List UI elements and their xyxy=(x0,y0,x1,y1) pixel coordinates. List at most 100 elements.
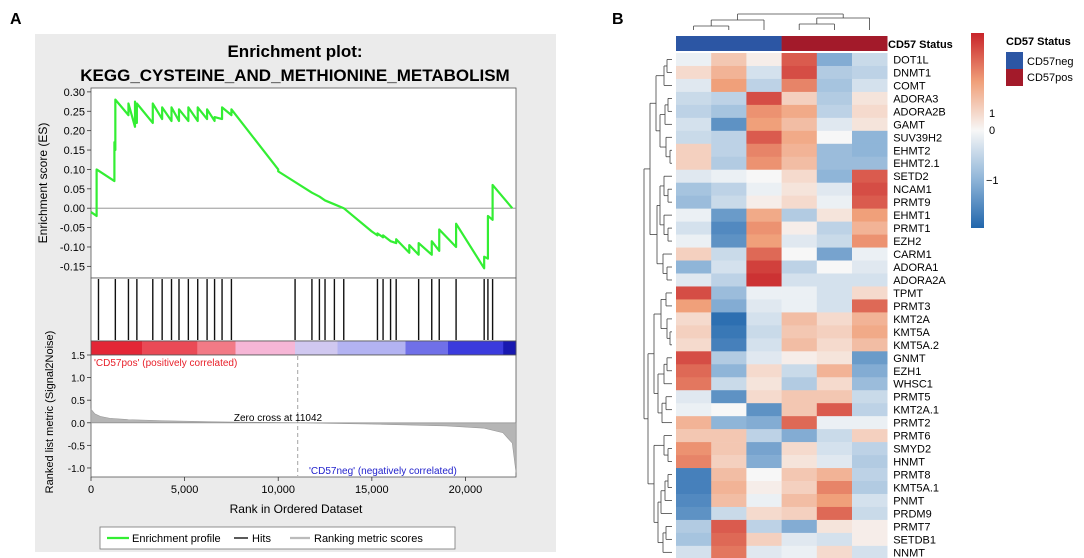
heatmap-cell xyxy=(746,351,782,365)
heatmap-cell xyxy=(781,390,818,404)
heatmap-cell xyxy=(816,156,853,171)
heatmap-cell xyxy=(746,78,782,93)
heatmap-cell xyxy=(711,429,747,443)
heatmap-cell xyxy=(746,156,782,171)
heatmap-cell xyxy=(676,442,712,456)
heatmap-cell xyxy=(781,545,818,558)
heatmap-cell xyxy=(676,208,712,222)
rank-x-tick-label: 20,000 xyxy=(449,484,483,496)
annotation-cell xyxy=(852,36,888,51)
heatmap-cell xyxy=(816,455,853,469)
heatmap-cell xyxy=(781,364,818,378)
heatmap-cell xyxy=(746,286,782,300)
heatmap-cell xyxy=(781,65,818,80)
cd57-legend-title: CD57 Status xyxy=(1006,36,1071,48)
heatmap-cell xyxy=(816,234,853,248)
heatmap-cell xyxy=(676,403,712,417)
heatmap-cell xyxy=(676,429,712,443)
heatmap-row-label: KMT5A.1 xyxy=(893,482,939,494)
ranking-color-segment xyxy=(91,341,143,355)
heatmap-cell xyxy=(781,234,818,248)
es-y-axis-label: Enrichment score (ES) xyxy=(36,123,50,244)
heatmap-cell xyxy=(816,545,853,558)
heatmap-cell xyxy=(746,299,782,313)
ranking-color-segment xyxy=(235,341,296,355)
heatmap-cell xyxy=(711,65,747,80)
heatmap-cell xyxy=(676,325,712,339)
heatmap-cell xyxy=(711,493,747,508)
heatmap-row-label: NCAM1 xyxy=(893,184,932,196)
heatmap-cell xyxy=(816,65,853,80)
heatmap-cell xyxy=(816,78,853,93)
heatmap-cell xyxy=(711,364,747,378)
heatmap-cell xyxy=(676,260,712,274)
heatmap-cell xyxy=(711,143,747,158)
heatmap-cell xyxy=(676,416,712,430)
heatmap-cell xyxy=(676,390,712,404)
rank-x-axis-label: Rank in Ordered Dataset xyxy=(230,502,363,516)
heatmap-cell xyxy=(852,338,888,352)
heatmap-cell xyxy=(852,519,888,534)
heatmap-row-label: PRMT2 xyxy=(893,418,930,430)
heatmap-cell xyxy=(711,182,747,196)
heatmap-cell xyxy=(676,234,712,248)
heatmap-cell xyxy=(676,299,712,313)
ranking-color-segment xyxy=(448,341,504,355)
heatmap-row-label: ADORA1 xyxy=(893,262,938,274)
row-dendrogram xyxy=(643,59,672,553)
heatmap-cell xyxy=(676,104,712,119)
heatmap-cell xyxy=(781,78,818,93)
heatmap-cell xyxy=(711,208,747,222)
heatmap-cell xyxy=(711,78,747,93)
heatmap-row-label: KMT5A.2 xyxy=(893,340,939,352)
annotation-cell xyxy=(711,36,747,51)
es-y-tick-label: -0.10 xyxy=(60,242,85,254)
annotation-cell xyxy=(746,36,782,51)
heatmap-cell xyxy=(711,325,747,339)
heatmap-cell xyxy=(676,351,712,365)
heatmap-cell xyxy=(781,195,818,209)
heatmap-cell xyxy=(852,78,888,93)
rank-y-tick-label: 0.0 xyxy=(71,419,85,430)
heatmap-cell xyxy=(781,481,818,495)
heatmap-cell xyxy=(711,506,747,521)
heatmap-cell xyxy=(852,545,888,558)
heatmap-row-label: PRMT3 xyxy=(893,301,930,313)
heatmap-cell xyxy=(781,325,818,339)
heatmap-row-label: SETDB1 xyxy=(893,534,936,546)
heatmap-cell xyxy=(816,468,853,482)
heatmap-cell xyxy=(711,286,747,300)
heatmap-cell xyxy=(746,403,782,417)
heatmap-cell xyxy=(781,506,818,521)
heatmap-cell xyxy=(676,78,712,93)
heatmap-cell xyxy=(676,273,712,287)
heatmap-cell xyxy=(746,182,782,196)
heatmap-cell xyxy=(711,390,747,404)
heatmap-cell xyxy=(852,169,888,183)
rank-x-tick-label: 10,000 xyxy=(261,484,295,496)
gsea-legend xyxy=(99,526,456,550)
heatmap-cell xyxy=(816,493,853,508)
rank-y-tick-label: 0.5 xyxy=(71,396,85,407)
heatmap-row-label: PRMT7 xyxy=(893,521,930,533)
rank-y-tick-label: 1.5 xyxy=(71,351,85,362)
heatmap-cell xyxy=(852,299,888,313)
colorbar-tick-0: 0 xyxy=(989,125,995,137)
annotation-cell xyxy=(816,36,853,51)
annotation-row-title: CD57 Status xyxy=(888,39,953,51)
heatmap-row-labels: DOT1LDNMT1COMTADORA3ADORA2BGAMTSUV39H2EH… xyxy=(893,54,946,558)
heatmap xyxy=(676,53,888,558)
heatmap-row-label: SUV39H2 xyxy=(893,132,942,144)
heatmap-cell xyxy=(781,273,818,287)
heatmap-cell xyxy=(711,442,747,456)
heatmap-cell xyxy=(816,442,853,456)
heatmap-row-label: EHMT1 xyxy=(893,210,930,222)
heatmap-cell xyxy=(816,169,853,183)
hits-marks xyxy=(97,279,494,340)
ranking-color-segment xyxy=(142,341,198,355)
heatmap-row-label: PRDM9 xyxy=(893,508,932,520)
heatmap-cell xyxy=(711,312,747,326)
heatmap-cell xyxy=(816,143,853,158)
heatmap-row-label: EZH2 xyxy=(893,236,921,248)
heatmap-row-label: PRMT6 xyxy=(893,431,930,443)
